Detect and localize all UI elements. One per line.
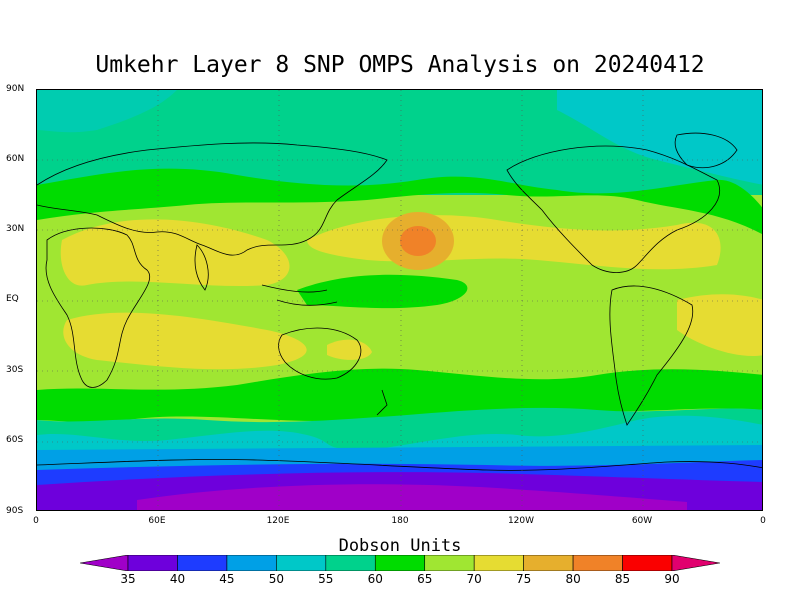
- colorbar-tick-label: 85: [614, 572, 631, 586]
- coast-africa: [45, 227, 151, 388]
- colorbar-tick-label: 65: [417, 572, 433, 586]
- band-north-65: [37, 168, 762, 235]
- colorbar-box: [424, 555, 475, 571]
- colorbar-tick-label: 70: [466, 572, 482, 586]
- lon-label-60e: 60E: [148, 516, 166, 526]
- colorbar-tick-label: 90: [664, 572, 680, 586]
- coastlines: [37, 132, 762, 471]
- ozone-contour-map: [37, 90, 762, 510]
- lat-label-90s: 90S: [6, 506, 24, 516]
- coast-north-america: [506, 145, 720, 273]
- ozone-map: [36, 89, 763, 511]
- lon-label-120e: 120E: [266, 516, 290, 526]
- lat-label-60n: 60N: [6, 154, 25, 164]
- band-arctic-55: [557, 90, 762, 185]
- colorbar-tick-label: 75: [515, 572, 532, 586]
- coast-south-america: [609, 285, 694, 426]
- lon-label-0: 0: [33, 516, 39, 526]
- band-arctic-west: [37, 90, 177, 133]
- patch-75-atlantic: [677, 294, 762, 356]
- colorbar-tick-label: 80: [565, 572, 581, 586]
- lat-label-60s: 60S: [6, 435, 24, 445]
- colorbar-box: [572, 555, 623, 571]
- lon-label-180: 180: [391, 516, 409, 526]
- band-south-65: [37, 368, 762, 423]
- colorbar-box: [622, 555, 673, 571]
- lon-label-120w: 120W: [507, 516, 535, 526]
- lat-label-30n: 30N: [6, 224, 25, 234]
- coast-india: [194, 244, 209, 291]
- lat-label-30s: 30S: [6, 365, 24, 375]
- colorbar-tick-label: 55: [318, 572, 334, 586]
- colorbar-box: [127, 555, 178, 571]
- colorbar-box: [473, 555, 524, 571]
- colorbar-box: [374, 555, 426, 571]
- colorbar-box: [226, 555, 277, 571]
- lat-label-90n: 90N: [6, 84, 25, 94]
- colorbar-tick-label: 60: [367, 572, 383, 586]
- lat-label-eq: EQ: [6, 294, 19, 304]
- colorbar-tick-label: 35: [120, 572, 136, 586]
- colorbar-tick-label: 45: [219, 572, 235, 586]
- colorbar: [80, 555, 720, 571]
- map-title: Umkehr Layer 8 SNP OMPS Analysis on 2024…: [95, 52, 705, 78]
- coast-australia: [278, 327, 362, 380]
- colorbar-box: [276, 555, 327, 571]
- colorbar-arrow-high: [671, 555, 720, 571]
- coast-new-zealand: [376, 389, 388, 416]
- colorbar-tick-label: 50: [268, 572, 284, 586]
- colorbar-box: [523, 555, 574, 571]
- lon-label-60w: 60W: [631, 516, 653, 526]
- band-south-35: [137, 484, 687, 510]
- coast-eurasia: [37, 142, 388, 256]
- patch-85-pacific-high: [400, 226, 436, 256]
- graticule: [37, 90, 762, 510]
- colorbar-arrow-low: [80, 555, 129, 571]
- patch-75-africa-north: [60, 219, 290, 287]
- lon-label-0-end: 0: [760, 516, 766, 526]
- coast-antarctica: [37, 459, 762, 471]
- coast-se-asia: [261, 284, 338, 306]
- patch-65-equatorial-pacific: [297, 274, 468, 309]
- coast-greenland: [674, 132, 738, 169]
- colorbar-tick-label: 40: [169, 572, 186, 586]
- colorbar-box: [325, 555, 376, 571]
- colorbar-units-label: Dobson Units: [338, 536, 462, 556]
- colorbar-box: [177, 555, 228, 571]
